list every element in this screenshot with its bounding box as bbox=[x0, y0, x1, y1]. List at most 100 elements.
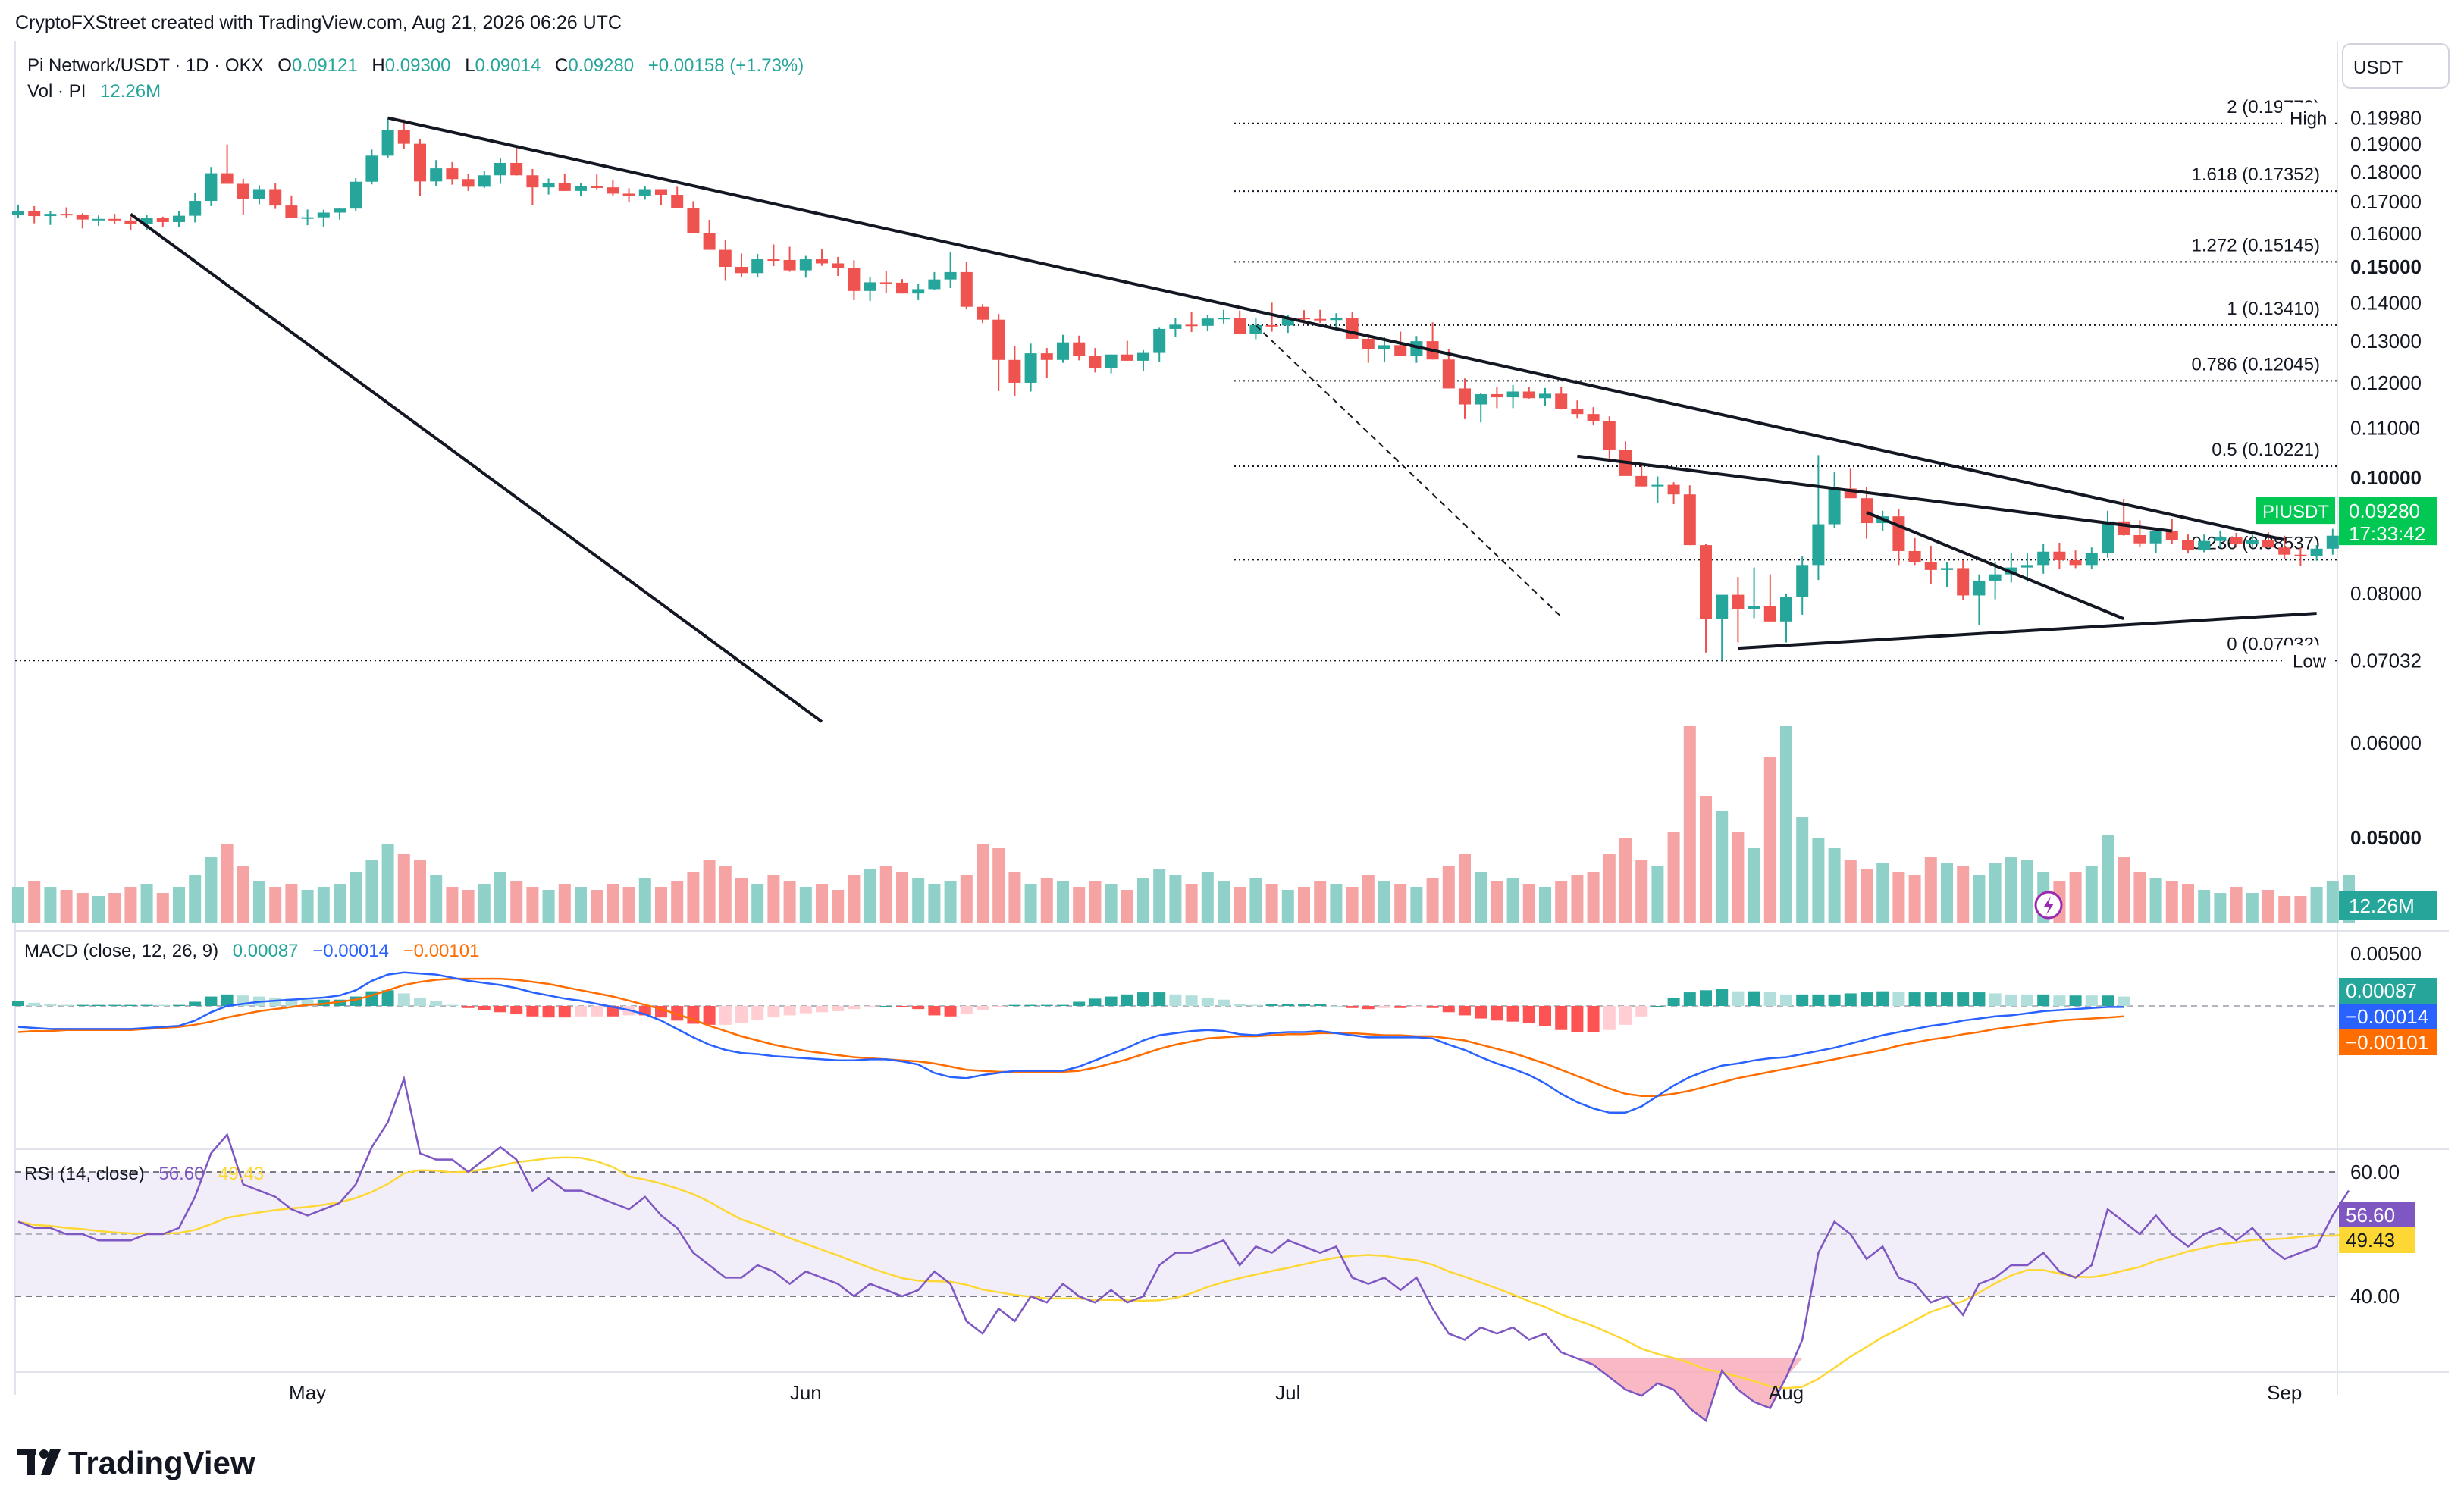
macd-histogram-bar bbox=[960, 1006, 973, 1015]
volume-bar bbox=[719, 866, 732, 923]
time-axis[interactable]: May Jun Jul Aug Sep bbox=[289, 1381, 2302, 1404]
candle-body bbox=[1892, 516, 1905, 551]
currency-button[interactable]: USDT bbox=[2342, 43, 2450, 89]
time-tick-label: Jun bbox=[790, 1381, 822, 1404]
volume-bar bbox=[1410, 887, 1423, 923]
macd-histogram-bar bbox=[1218, 999, 1230, 1006]
candle-body bbox=[799, 259, 812, 271]
lightning-bolt-icon bbox=[2044, 896, 2054, 915]
macd-histogram-bar bbox=[1796, 994, 1809, 1006]
candle-body bbox=[92, 218, 105, 221]
macd-histogram-bar bbox=[381, 990, 394, 1006]
macd-histogram-bar bbox=[719, 1006, 732, 1025]
macd-histogram-bar bbox=[575, 1006, 587, 1017]
candle-body bbox=[1796, 565, 1809, 597]
volume-bar bbox=[269, 887, 282, 923]
macd-histogram-bar bbox=[1105, 996, 1118, 1006]
candle-body bbox=[735, 267, 748, 274]
time-tick-label: Sep bbox=[2267, 1381, 2302, 1404]
volume-bar bbox=[1828, 848, 1841, 923]
macd-histogram-bar bbox=[1410, 1006, 1423, 1007]
rsi-legend[interactable]: RSI (14, close) 56.60 49.43 bbox=[24, 1164, 264, 1184]
candle-body bbox=[1539, 393, 1551, 399]
volume-bar bbox=[1908, 875, 1921, 923]
volume-bar bbox=[140, 884, 153, 923]
volume-bar bbox=[542, 890, 555, 923]
volume-bar bbox=[655, 887, 667, 923]
volume-bar bbox=[1442, 866, 1455, 923]
macd-line-tag-bg bbox=[2339, 1004, 2437, 1029]
macd-title: MACD (close, 12, 26, 9) bbox=[24, 941, 218, 961]
candlesticks bbox=[12, 118, 2372, 661]
macd-histogram-bar bbox=[1394, 1006, 1407, 1008]
macd-histogram-bar bbox=[285, 998, 298, 1006]
candle-body bbox=[124, 220, 137, 224]
fib-level-label: 1.618 (0.17352) bbox=[2192, 164, 2320, 185]
volume-bar bbox=[2230, 887, 2243, 923]
macd-histogram-bar bbox=[816, 1006, 828, 1013]
macd-histogram-bar bbox=[526, 1006, 539, 1017]
fibonacci-levels[interactable]: 2 (0.19770)1.618 (0.17352)1.272 (0.15145… bbox=[15, 97, 2337, 662]
candle-body bbox=[1378, 345, 1390, 349]
macd-histogram-bar bbox=[1522, 1006, 1535, 1023]
candle-body bbox=[1281, 318, 1294, 326]
candle-body bbox=[1683, 494, 1696, 546]
volume-bar bbox=[607, 884, 619, 923]
volume-bar bbox=[2102, 835, 2114, 923]
volume-bar bbox=[1475, 872, 1487, 923]
macd-histogram-bar bbox=[76, 1004, 89, 1006]
macd-histogram-bar bbox=[2102, 995, 2114, 1006]
macd-tick-label: 0.00500 bbox=[2350, 942, 2422, 965]
macd-hist-tag: 0.00087 bbox=[2346, 979, 2417, 1002]
macd-histogram-bar bbox=[1908, 992, 1921, 1006]
price-axis[interactable]: 0.19000 0.18000 0.17000 0.16000 0.15000 0.140… bbox=[2034, 102, 2437, 1308]
macd-histogram-bar bbox=[1040, 1004, 1053, 1006]
volume-bar bbox=[767, 875, 780, 923]
volume-bar bbox=[1603, 854, 1616, 923]
ohlc-low-label: L bbox=[465, 55, 475, 76]
low-value-label: 0.07032 bbox=[2350, 649, 2422, 672]
rsi-value-tag: 56.60 bbox=[2346, 1204, 2395, 1227]
volume-bar bbox=[1491, 881, 1503, 923]
symmetrical-triangle-lower bbox=[1738, 612, 2317, 650]
symbol-legend[interactable]: Pi Network/USDT · 1D · OKX O0.09121 H0.0… bbox=[27, 55, 804, 102]
volume-bar bbox=[1619, 838, 1632, 923]
macd-histogram-bar bbox=[1571, 1006, 1584, 1032]
candle-body bbox=[317, 212, 330, 218]
macd-histogram-bar bbox=[767, 1006, 780, 1018]
macd-histogram-bar bbox=[558, 1006, 571, 1018]
candle-body bbox=[1716, 594, 1729, 619]
macd-histogram-bar bbox=[735, 1006, 748, 1023]
candle-body bbox=[1057, 342, 1069, 360]
svg-text:Vol · PI 12.26M: Vol · PI 12.26M bbox=[27, 81, 161, 102]
volume-bar bbox=[1394, 884, 1407, 923]
candle-body bbox=[1732, 594, 1745, 609]
candle-body bbox=[1442, 359, 1455, 389]
volume-bar bbox=[816, 884, 828, 923]
macd-histogram-bar bbox=[607, 1006, 619, 1017]
candle-body bbox=[832, 263, 845, 268]
macd-histogram-bar bbox=[703, 1006, 716, 1025]
candle-body bbox=[28, 211, 41, 217]
ohlc-close-value: 0.09280 bbox=[568, 55, 634, 76]
candle-body bbox=[1635, 475, 1648, 487]
macd-histogram-bar bbox=[1989, 993, 2002, 1006]
trendlines[interactable] bbox=[130, 116, 2317, 723]
volume-bar bbox=[1281, 890, 1294, 923]
macd-histogram-bar bbox=[1378, 1006, 1390, 1008]
volume-bar bbox=[1522, 884, 1535, 923]
volume-bar bbox=[1861, 869, 1873, 923]
candle-body bbox=[414, 143, 426, 182]
macd-histogram-bar bbox=[1732, 991, 1745, 1006]
volume-bar bbox=[76, 893, 89, 923]
candle-body bbox=[237, 183, 249, 199]
volume-bar bbox=[1876, 863, 1889, 923]
volume-bar bbox=[1539, 887, 1551, 923]
pane-frame bbox=[14, 41, 2449, 1395]
macd-legend[interactable]: MACD (close, 12, 26, 9) 0.00087 −0.00014… bbox=[24, 941, 479, 961]
volume-bar bbox=[1330, 884, 1343, 923]
candle-body bbox=[1137, 352, 1149, 361]
candle-body bbox=[1651, 484, 1664, 487]
tradingview-logo[interactable]: TradingView bbox=[17, 1445, 255, 1480]
